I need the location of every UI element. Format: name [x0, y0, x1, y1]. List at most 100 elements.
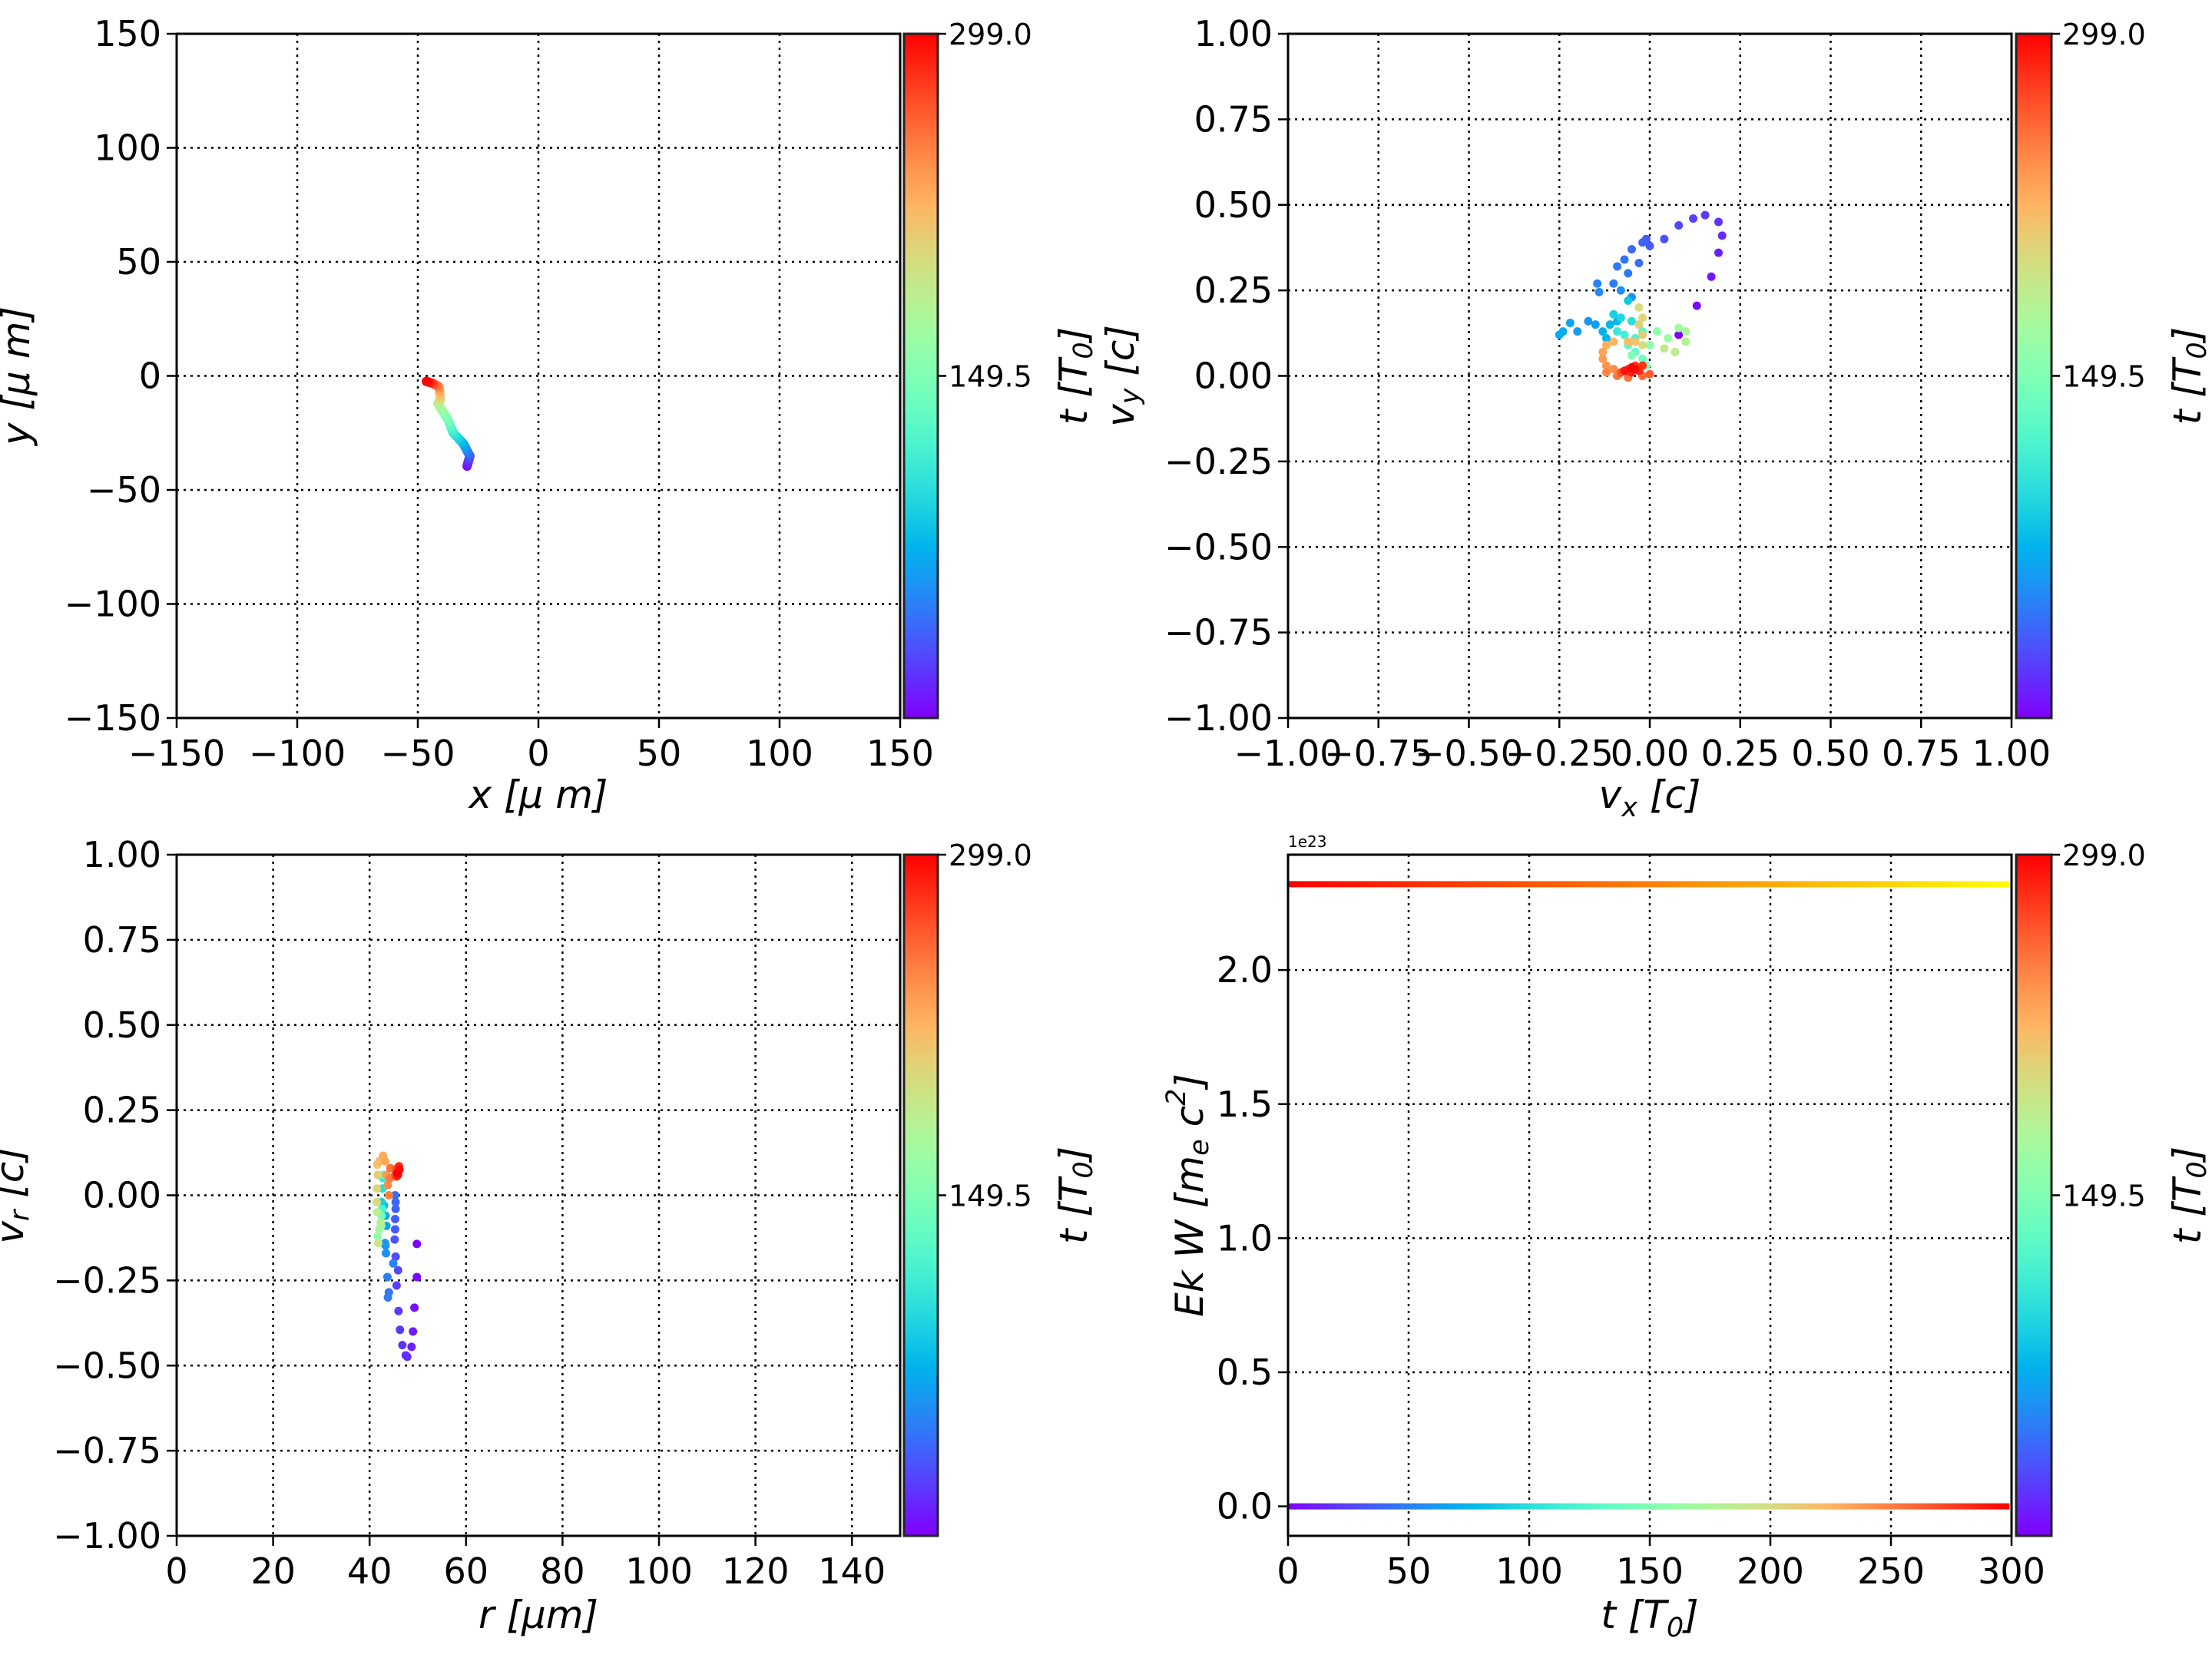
y-tick-label: −0.50: [1164, 526, 1273, 567]
x-tick-label: 0.25: [1701, 733, 1780, 774]
scatter-point: [1598, 327, 1608, 336]
scatter-point: [1620, 255, 1629, 264]
scatter-point: [1616, 313, 1625, 323]
scatter-point: [1681, 337, 1690, 346]
scatter-point: [389, 1259, 398, 1268]
y-tick-label: 0.75: [83, 919, 161, 961]
scatter-point: [1624, 337, 1633, 346]
x-tick-label: −1.00: [1234, 733, 1343, 774]
x-axis-label: r [μm]: [478, 1593, 598, 1637]
scatter-point: [412, 1239, 422, 1249]
colorbar-label: t [T0​]: [1051, 327, 1100, 425]
plot-data: [1555, 210, 1727, 382]
colorbar: [902, 32, 939, 720]
scatter-point: [1584, 316, 1593, 326]
y-tick-label: 0.0: [1217, 1486, 1273, 1527]
scatter-point: [390, 1235, 399, 1244]
scatter-point: [390, 1225, 399, 1234]
scatter-point: [401, 1351, 410, 1360]
scatter-point: [391, 1252, 400, 1261]
y-tick-label: 0.5: [1217, 1352, 1273, 1393]
x-tick-label: 150: [1616, 1550, 1684, 1592]
y-tick-label: 0.50: [1194, 184, 1273, 226]
axes-frame: [1286, 853, 2013, 1537]
colorbar: [2015, 32, 2053, 720]
scatter-point: [1714, 217, 1723, 227]
colorbar-tick-label: 299.0: [949, 839, 1032, 872]
scatter-point: [409, 1327, 418, 1336]
x-tick-label: 100: [1495, 1550, 1563, 1592]
scatter-point: [410, 1303, 419, 1312]
scatter-point: [1645, 340, 1654, 349]
chart-panel-rvr: 0 20 40 60 80 100 120 140 −1.00 −0.75 −0.50 −0.25 0.…: [0, 834, 1099, 1637]
colorbar-tick-label: 149.5: [2062, 360, 2146, 394]
chart-panel-xy: −150 −100 −50 0 50 100 150 −150 −100 −50 0 50 100 150…: [0, 13, 1099, 817]
scatter-point: [382, 1272, 392, 1282]
scatter-point: [1627, 351, 1636, 360]
scatter-point: [1598, 354, 1608, 363]
colorbar-tick-label: 299.0: [949, 18, 1032, 51]
scatter-point: [1681, 327, 1690, 336]
scatter-point: [1645, 241, 1654, 250]
y-tick-label: 2.0: [1217, 949, 1273, 991]
y-tick-label: 0: [139, 356, 161, 397]
colorbar-tick-label: 149.5: [2062, 1180, 2146, 1213]
scatter-point: [1565, 318, 1575, 327]
chart-panel-ek: 0 50 100 150 200 250 300 0.0 0.5 1.0 1.5 2.0 1e23 t […: [1161, 832, 2212, 1643]
scatter-point: [1627, 362, 1636, 372]
scatter-point: [390, 1215, 399, 1224]
scatter-point: [1660, 234, 1669, 243]
y-axis-label: y [μ m]: [0, 306, 38, 447]
chart-panel-vxvy: −1.00−0.75−0.50−0.250.00 0.25 0.50 0.75 1.00…: [1098, 13, 2212, 823]
x-tick-label: −0.50: [1415, 733, 1523, 774]
scatter-point: [1609, 365, 1618, 374]
scatter-point: [390, 1191, 399, 1199]
x-tick-label: 0: [1277, 1550, 1299, 1592]
x-tick-label: 0: [527, 733, 549, 774]
y-tick-label: 0.75: [1194, 98, 1273, 140]
scatter-point: [375, 1225, 384, 1234]
scatter-point: [1634, 320, 1644, 329]
scatter-point: [1624, 296, 1633, 305]
axes-frame: [175, 853, 902, 1537]
axes-frame: [1286, 32, 2013, 720]
scatter-point: [1645, 369, 1654, 379]
scatter-point: [1591, 320, 1600, 329]
y-axis-label: vy​ [c]: [1098, 325, 1147, 427]
scatter-point: [412, 1272, 422, 1282]
scatter-point: [376, 1218, 386, 1227]
scatter-point: [374, 1239, 383, 1248]
x-tick-label: 0.75: [1882, 733, 1960, 774]
y-tick-label: 0.00: [83, 1175, 161, 1216]
y-tick-label: −1.00: [1164, 697, 1273, 739]
scatter-point: [392, 1281, 401, 1290]
x-tick-label: 250: [1857, 1550, 1925, 1592]
x-tick-label: 20: [250, 1550, 296, 1592]
scatter-point: [383, 1180, 392, 1190]
scatter-point: [1660, 344, 1669, 353]
colorbar-label: t [T0​]: [1051, 1147, 1100, 1244]
y-tick-label: −0.50: [53, 1345, 161, 1386]
y-tick-label: 0.25: [1194, 270, 1273, 311]
scatter-point: [1638, 354, 1647, 363]
scatter-point: [1558, 327, 1568, 336]
x-tick-label: −100: [249, 733, 346, 774]
y-tick-label: −0.25: [1164, 441, 1273, 482]
scatter-point: [391, 1204, 400, 1213]
scatter-point: [383, 1293, 392, 1302]
scatter-point: [1700, 210, 1710, 220]
y-tick-label: 1.00: [1194, 13, 1273, 55]
x-tick-label: 1.00: [1972, 733, 2051, 774]
scatter-point: [1620, 366, 1629, 376]
y-tick-label: −1.00: [53, 1515, 161, 1557]
x-tick-label: 100: [625, 1550, 693, 1592]
x-tick-label: 50: [1386, 1550, 1432, 1592]
y-tick-label: 0.50: [83, 1004, 161, 1046]
scatter-point: [373, 1170, 382, 1180]
y-tick-label: 1.00: [83, 834, 161, 875]
colorbar-label: t [T0​]: [2165, 1147, 2212, 1244]
x-tick-label: 140: [818, 1550, 886, 1592]
scatter-point: [1638, 330, 1647, 339]
x-tick-label: 0.00: [1611, 733, 1689, 774]
y-tick-label: −0.25: [53, 1259, 161, 1301]
